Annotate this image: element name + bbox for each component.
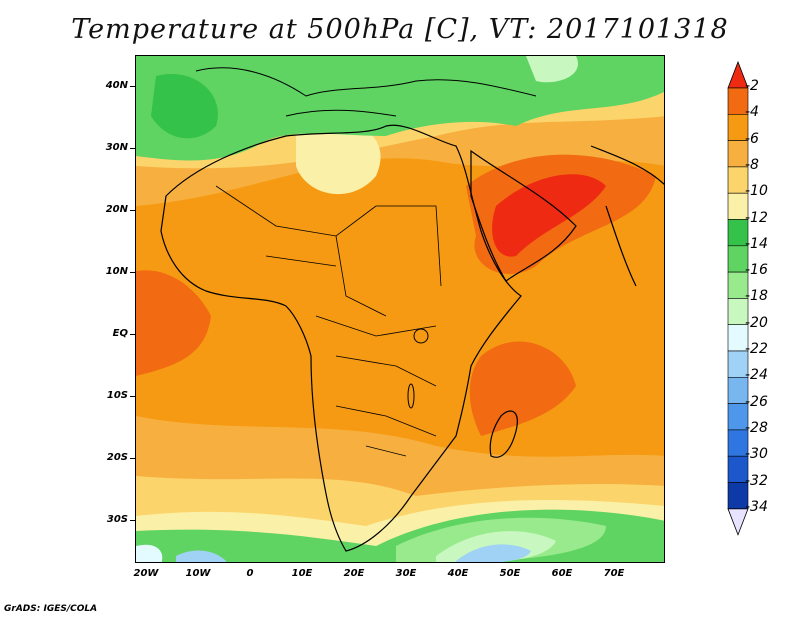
colorbar-label: -8 bbox=[745, 156, 759, 173]
field-green-core bbox=[151, 74, 218, 139]
chart-title: Temperature at 500hPa [C], VT: 201710131… bbox=[71, 14, 729, 45]
temperature-field bbox=[136, 56, 664, 562]
lat-label-eq: EQ bbox=[112, 328, 128, 339]
lat-tick bbox=[130, 272, 135, 273]
colorbar-label: -12 bbox=[745, 209, 768, 226]
lon-label-10e: 10E bbox=[291, 568, 313, 579]
lon-label-20w: 20W bbox=[133, 568, 159, 579]
field-cold-patch-edge bbox=[136, 544, 163, 562]
field-north-green bbox=[136, 56, 664, 161]
colorbar-label: -16 bbox=[745, 262, 768, 279]
lat-tick bbox=[130, 396, 135, 397]
colorbar-label: -32 bbox=[745, 472, 768, 489]
lat-tick bbox=[130, 334, 135, 335]
lon-label-60e: 60E bbox=[551, 568, 573, 579]
colorbar-label: -24 bbox=[745, 367, 768, 384]
colorbar-label: -6 bbox=[745, 130, 759, 147]
colorbar-label: -20 bbox=[745, 314, 768, 331]
madagascar-coastline bbox=[489, 410, 518, 458]
field-north-pale bbox=[526, 56, 578, 83]
colorbar-label: -18 bbox=[745, 288, 768, 305]
colorbar-label: -34 bbox=[745, 498, 768, 515]
lon-label-20e: 20E bbox=[343, 568, 365, 579]
lat-label-40n: 40N bbox=[105, 80, 128, 91]
colorbar-label: -10 bbox=[745, 183, 768, 200]
lat-label-30n: 30N bbox=[105, 142, 128, 153]
field-hot-core bbox=[492, 174, 606, 257]
lat-tick bbox=[130, 520, 135, 521]
lat-label-30s: 30S bbox=[106, 514, 128, 525]
colorbar bbox=[727, 60, 749, 536]
lat-label-10s: 10S bbox=[106, 390, 128, 401]
europe-coastline bbox=[195, 67, 537, 117]
credit-text: GrADS: IGES/COLA bbox=[4, 604, 98, 614]
map-plot-area bbox=[135, 55, 665, 563]
africa-coastline bbox=[160, 124, 522, 552]
lon-label-50e: 50E bbox=[499, 568, 521, 579]
colorbar-label: -22 bbox=[745, 341, 768, 357]
colorbar-label: -30 bbox=[745, 446, 768, 463]
field-warm-indian bbox=[469, 341, 576, 436]
colorbar-bottom-arrow bbox=[727, 508, 749, 536]
lat-tick bbox=[130, 458, 135, 459]
colorbar-label: -26 bbox=[745, 393, 768, 410]
arabia-coastline bbox=[470, 149, 577, 282]
lat-tick bbox=[130, 210, 135, 211]
lon-label-70e: 70E bbox=[603, 568, 625, 579]
lon-label-0: 0 bbox=[246, 568, 254, 579]
colorbar-label: -2 bbox=[745, 78, 759, 94]
lon-label-40e: 40E bbox=[447, 568, 469, 579]
colorbar-label: -4 bbox=[745, 104, 759, 121]
lat-label-20s: 20S bbox=[106, 452, 128, 463]
lat-label-20n: 20N bbox=[105, 204, 128, 215]
lon-label-10w: 10W bbox=[185, 568, 211, 579]
field-warm-atlantic bbox=[136, 270, 211, 376]
field-cold-patch-west bbox=[176, 550, 226, 562]
india-coastline bbox=[590, 145, 664, 287]
lat-label-10n: 10N bbox=[105, 266, 128, 277]
lake-malawi bbox=[407, 383, 415, 409]
lat-tick bbox=[130, 148, 135, 149]
colorbar-label: -14 bbox=[745, 235, 768, 252]
colorbar-label: -28 bbox=[745, 419, 768, 436]
field-cold-patch bbox=[456, 544, 531, 562]
lake-victoria bbox=[413, 328, 429, 344]
lon-label-30e: 30E bbox=[395, 568, 417, 579]
lat-tick bbox=[130, 86, 135, 87]
country-borders bbox=[215, 185, 442, 457]
